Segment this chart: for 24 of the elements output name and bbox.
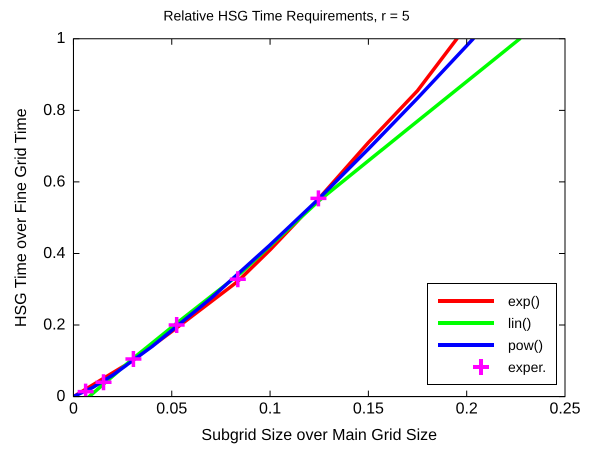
x-tick-label: 0.25: [549, 400, 581, 418]
x-tick-label: 0.2: [456, 400, 478, 418]
x-tick-label: 0.05: [156, 400, 188, 418]
x-tick-label: 0: [68, 400, 78, 418]
y-tick-label: 0.2: [43, 316, 66, 334]
point: [124, 349, 144, 369]
legend-label: pow(): [508, 336, 544, 353]
y-tick-label: 0: [56, 388, 66, 406]
y-tick-label: 0.6: [43, 173, 66, 190]
legend-label: lin(): [508, 314, 532, 331]
y-axis-title: HSG Time over Fine Grid Time: [13, 108, 30, 328]
y-tick-label: 0.8: [43, 102, 66, 119]
x-tick-label: 0.1: [258, 400, 282, 418]
y-tick-label: 1: [56, 30, 66, 48]
point: [228, 269, 248, 289]
point: [94, 372, 114, 392]
legend-label: exp(): [508, 292, 540, 309]
x-axis-title: Subgrid Size over Main Grid Size: [201, 426, 438, 444]
y-tick-label: 0.4: [43, 244, 66, 262]
legend-label: exper.: [508, 358, 546, 375]
point: [166, 315, 186, 335]
point: [308, 188, 328, 208]
chart-title: Relative HSG Time Requirements, r = 5: [163, 7, 410, 24]
x-tick-label: 0.15: [352, 400, 384, 418]
